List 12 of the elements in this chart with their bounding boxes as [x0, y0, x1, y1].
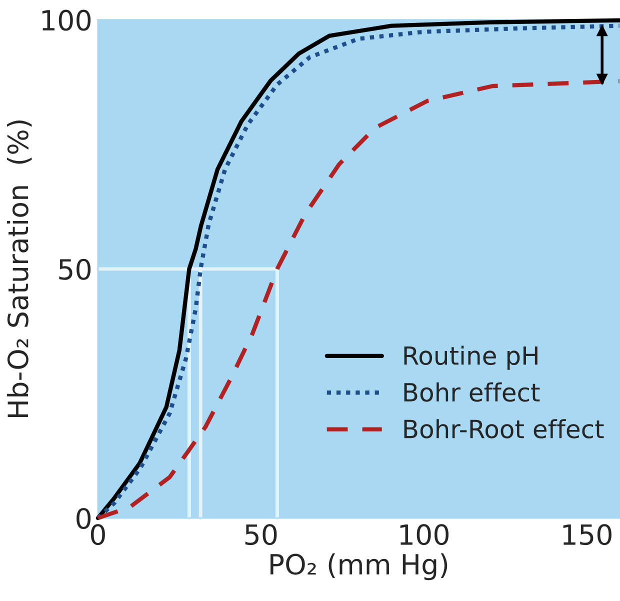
y-tick-label: 0	[76, 508, 91, 530]
y-tick-label: 50	[59, 258, 91, 280]
legend-label: Bohr effect	[404, 382, 540, 402]
y-tick-label: 100	[42, 10, 91, 31]
x-tick-label: 150	[563, 524, 612, 546]
x-axis-title: PO₂ (mm Hg)	[270, 553, 448, 580]
x-tick-label: 50	[245, 524, 277, 546]
legend-label: Bohr-Root effect	[404, 419, 604, 438]
x-tick-label: 0	[90, 524, 105, 546]
y-axis-title: Hb-O₂ Saturation (%)	[6, 120, 32, 418]
legend-label: Routine pH	[404, 346, 538, 370]
x-tick-label: 100	[400, 524, 449, 546]
